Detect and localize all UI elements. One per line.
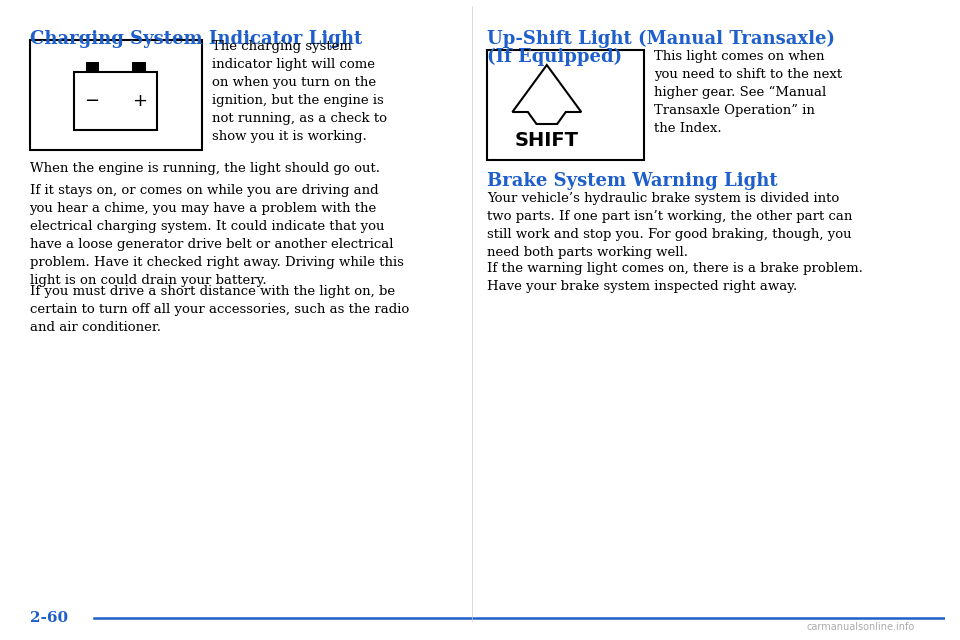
- FancyBboxPatch shape: [85, 62, 100, 72]
- Text: The charging system
indicator light will come
on when you turn on the
ignition, : The charging system indicator light will…: [211, 40, 387, 143]
- Text: If you must drive a short distance with the light on, be
certain to turn off all: If you must drive a short distance with …: [30, 285, 409, 334]
- Text: Your vehicle’s hydraulic brake system is divided into
two parts. If one part isn: Your vehicle’s hydraulic brake system is…: [487, 192, 852, 259]
- Text: (If Equipped): (If Equipped): [487, 48, 622, 67]
- Text: Charging System Indicator Light: Charging System Indicator Light: [30, 30, 362, 48]
- Text: Up-Shift Light (Manual Transaxle): Up-Shift Light (Manual Transaxle): [487, 30, 835, 48]
- Text: If the warning light comes on, there is a brake problem.
Have your brake system : If the warning light comes on, there is …: [487, 262, 863, 293]
- Text: 2-60: 2-60: [30, 611, 67, 625]
- Text: SHIFT: SHIFT: [515, 131, 579, 150]
- Text: +: +: [132, 92, 147, 110]
- Text: Brake System Warning Light: Brake System Warning Light: [487, 172, 778, 190]
- Text: This light comes on when
you need to shift to the next
higher gear. See “Manual
: This light comes on when you need to shi…: [655, 50, 842, 135]
- Text: If it stays on, or comes on while you are driving and
you hear a chime, you may : If it stays on, or comes on while you ar…: [30, 184, 403, 287]
- FancyBboxPatch shape: [30, 40, 202, 150]
- Text: carmanualsonline.info: carmanualsonline.info: [806, 622, 915, 632]
- Text: When the engine is running, the light should go out.: When the engine is running, the light sh…: [30, 162, 379, 175]
- FancyBboxPatch shape: [487, 50, 644, 160]
- FancyBboxPatch shape: [132, 62, 146, 72]
- FancyBboxPatch shape: [74, 72, 157, 130]
- Polygon shape: [513, 65, 581, 124]
- Text: −: −: [84, 92, 99, 110]
